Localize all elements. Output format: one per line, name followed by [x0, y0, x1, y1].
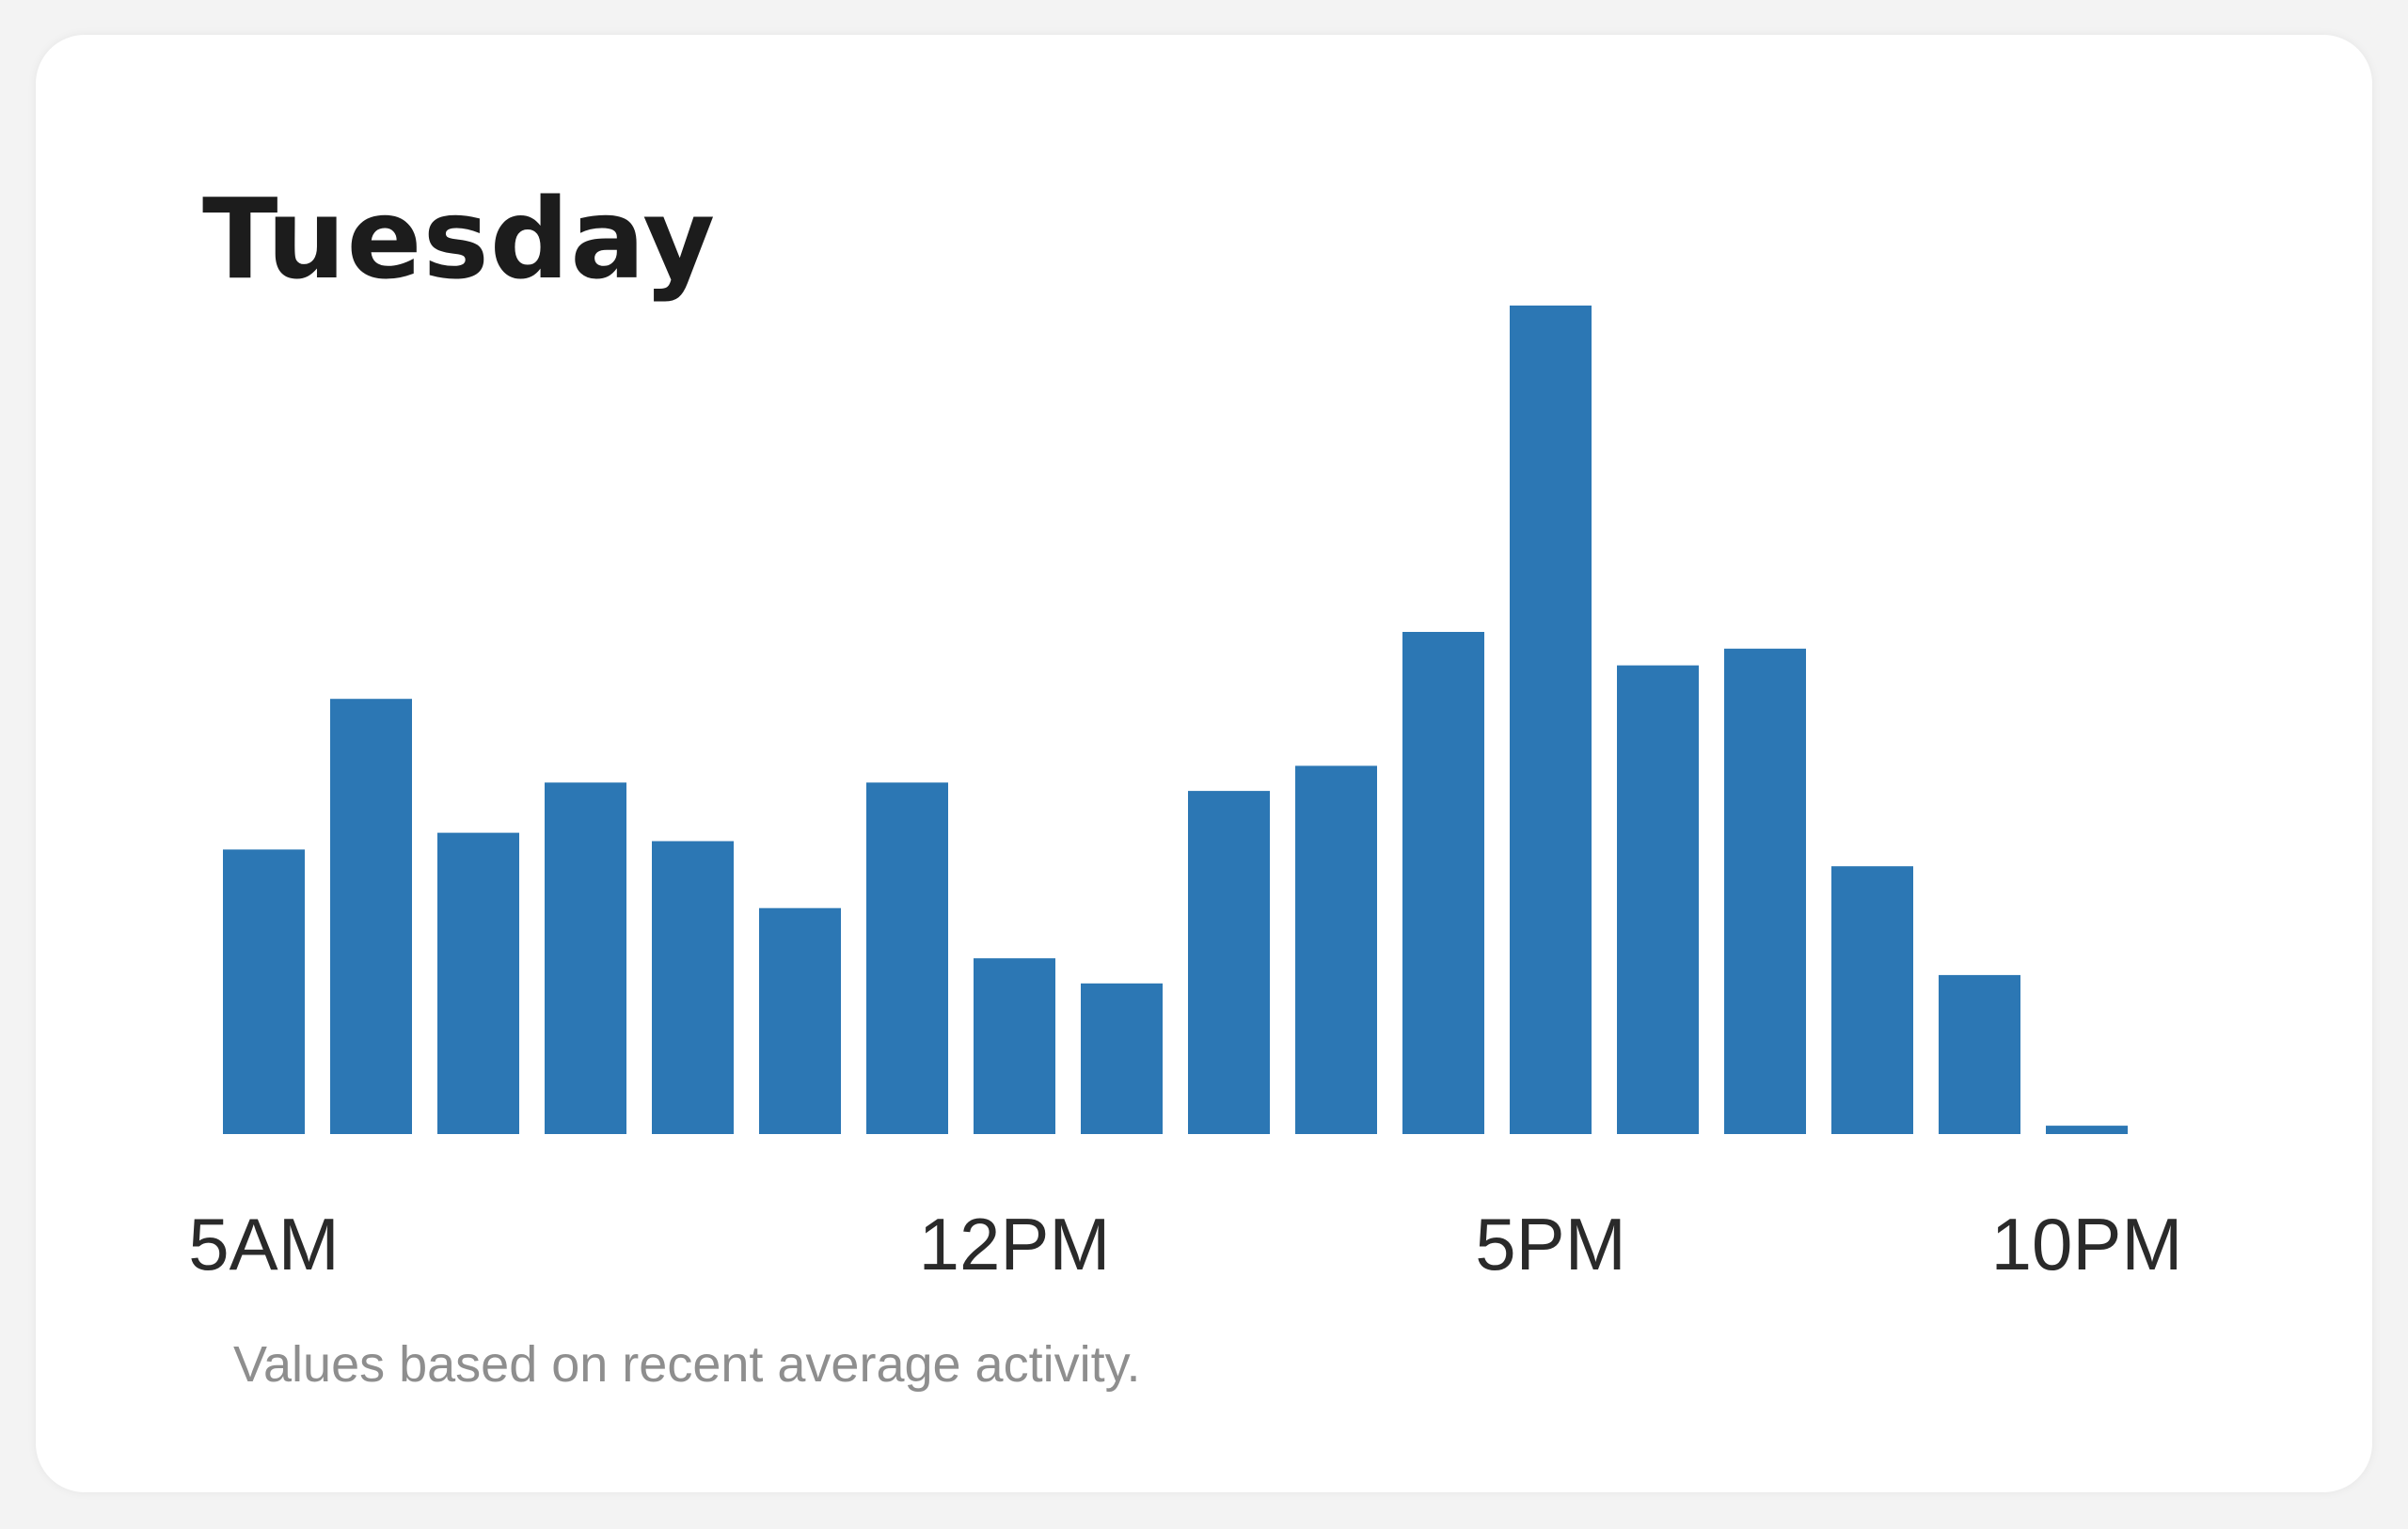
bar-3pm	[1295, 765, 1377, 1134]
bar-8pm	[1831, 866, 1913, 1134]
bar-12pm	[974, 958, 1055, 1134]
bars-group	[223, 305, 2128, 1134]
bar-10am	[759, 907, 841, 1134]
bar-11am	[866, 782, 948, 1134]
bar-8am	[545, 782, 626, 1134]
bar-6pm	[1617, 665, 1699, 1134]
tick-label-5am: 5AM	[188, 1203, 339, 1285]
tick-label-12pm: 12PM	[919, 1203, 1111, 1285]
bar-2pm	[1188, 791, 1270, 1134]
chart-card	[36, 35, 2372, 1492]
bar-7pm	[1724, 648, 1806, 1134]
tick-label-10pm: 10PM	[1991, 1203, 2183, 1285]
tick-label-5pm: 5PM	[1475, 1203, 1625, 1285]
bar-5pm	[1510, 305, 1592, 1134]
chart-footnote: Values based on recent average activity.	[233, 1336, 1141, 1393]
bar-7am	[437, 832, 519, 1134]
bar-4pm	[1402, 632, 1484, 1134]
bar-5am	[223, 849, 305, 1134]
bar-9pm	[1939, 974, 2020, 1134]
bar-1pm	[1081, 983, 1163, 1134]
bar-6am	[330, 699, 412, 1134]
chart-title: Tuesday	[202, 174, 717, 304]
bar-9am	[652, 841, 734, 1134]
x-axis-tick-labels: 5AM 12PM 5PM 10PM	[188, 1203, 2182, 1285]
bar-10pm	[2046, 1126, 2128, 1134]
